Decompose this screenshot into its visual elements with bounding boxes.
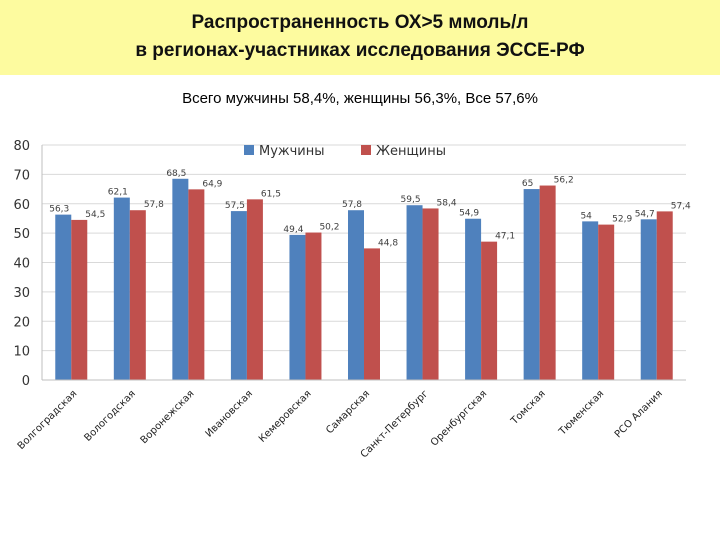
bar <box>422 208 439 380</box>
bar <box>523 189 540 380</box>
data-label: 57,8 <box>342 200 362 210</box>
y-tick-label: 70 <box>13 168 30 183</box>
y-tick-label: 30 <box>13 286 30 301</box>
legend-label: Женщины <box>376 144 446 159</box>
bar <box>246 199 263 380</box>
y-axis: 0 10 20 30 40 50 60 70 80 <box>13 139 43 389</box>
bar <box>230 211 247 380</box>
bar <box>71 219 88 380</box>
bar <box>172 178 189 380</box>
data-label: 54,5 <box>85 210 105 220</box>
y-tick-label: 50 <box>13 227 30 242</box>
title-band <box>0 0 720 75</box>
x-axis: Волгоградская Вологодская Воронежская Ивано… <box>16 379 686 460</box>
data-label: 57,4 <box>671 201 691 211</box>
x-tick-label: Санкт-Петербург <box>359 388 431 460</box>
data-labels: 56,3 54,5 62,1 57,8 68,5 64,9 57,5 61,5 49,4 50,2… <box>49 169 691 249</box>
chart-title-line-2: в регионах-участниках исследования ЭССЕ-… <box>135 40 585 61</box>
data-label: 44,8 <box>378 238 398 248</box>
x-tick-label: Томская <box>509 388 548 427</box>
x-tick-label: Оренбургская <box>429 388 489 448</box>
bar <box>364 248 380 380</box>
x-tick-label: Воронежская <box>139 388 197 446</box>
legend-label: Мужчины <box>259 144 325 159</box>
chart-title-line-1: Распространенность ОХ>5 ммоль/л <box>191 12 529 33</box>
bar <box>305 232 322 380</box>
data-label: 56,3 <box>49 205 69 215</box>
data-label: 65 <box>522 179 533 189</box>
legend: Мужчины Женщины <box>244 144 446 159</box>
data-label: 68,5 <box>166 169 186 179</box>
bar <box>481 241 498 380</box>
data-label: 57,5 <box>225 201 245 211</box>
data-label: 52,9 <box>612 215 632 225</box>
x-tick-label: Самарская <box>324 388 372 436</box>
bars <box>55 178 673 380</box>
data-label: 49,4 <box>283 225 303 235</box>
x-tick-label: Тюменская <box>556 388 606 438</box>
data-label: 54,7 <box>635 209 655 219</box>
y-tick-label: 0 <box>22 374 30 389</box>
data-label: 56,2 <box>554 176 574 186</box>
bar <box>656 211 673 380</box>
x-tick-label: РСО Алания <box>613 388 665 440</box>
y-tick-label: 40 <box>13 257 30 272</box>
data-label: 58,4 <box>437 198 457 208</box>
legend-swatch <box>244 145 254 155</box>
data-label: 62,1 <box>108 188 128 198</box>
data-label: 59,5 <box>401 195 421 205</box>
bar <box>113 197 130 380</box>
data-label: 54,9 <box>459 209 479 219</box>
data-label: 47,1 <box>495 232 515 242</box>
x-tick-label: Волгоградская <box>16 388 80 452</box>
chart-subtitle: Всего мужчины 58,4%, женщины 56,3%, Все … <box>182 90 538 107</box>
bar <box>289 234 306 380</box>
bar <box>582 221 599 380</box>
x-tick-label: Ивановская <box>204 388 255 439</box>
data-label: 64,9 <box>202 179 222 189</box>
bar <box>129 210 146 380</box>
data-label: 57,8 <box>144 200 164 210</box>
bar <box>465 218 482 380</box>
bar <box>348 210 364 380</box>
bar <box>188 189 205 380</box>
data-label: 50,2 <box>319 223 339 233</box>
bar <box>539 185 556 380</box>
y-tick-label: 20 <box>13 315 30 330</box>
data-label: 54 <box>580 211 592 221</box>
y-tick-label: 80 <box>13 139 30 154</box>
bar <box>406 205 423 380</box>
legend-swatch <box>361 145 371 155</box>
x-tick-label: Вологодская <box>82 388 137 443</box>
y-tick-label: 10 <box>13 345 30 360</box>
bar <box>598 224 615 380</box>
x-tick-label: Кемеровская <box>257 388 314 445</box>
data-label: 61,5 <box>261 189 281 199</box>
y-tick-label: 60 <box>13 198 30 213</box>
bar <box>55 214 72 380</box>
bar <box>640 219 657 380</box>
